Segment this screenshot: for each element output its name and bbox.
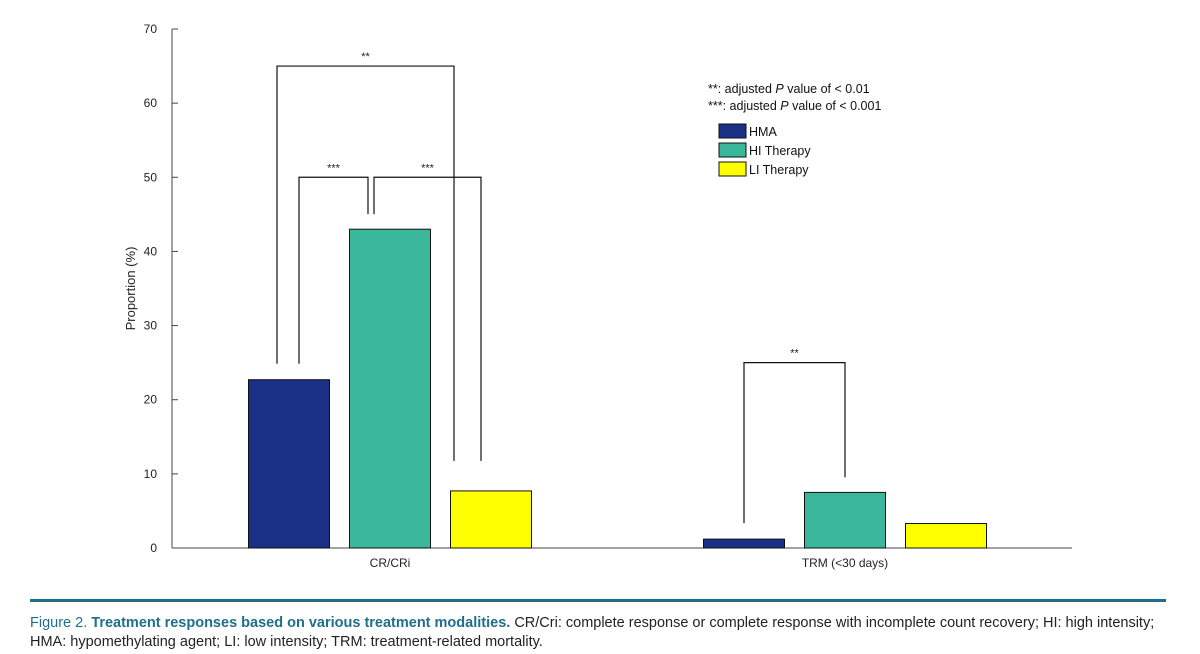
figure-title: Treatment responses based on various tre…: [91, 615, 511, 631]
significance-bracket: [298, 176, 369, 364]
y-tick-label: 0: [150, 541, 157, 555]
x-category-label: CR/CRi: [370, 556, 411, 570]
significance-label: ***: [421, 162, 435, 174]
legend-swatch-hi-therapy: [718, 142, 747, 158]
figure-caption-text: CR/Cri: complete response or complete re…: [30, 615, 1155, 650]
legend-label: HI Therapy: [749, 144, 811, 158]
y-tick-label: 70: [144, 22, 158, 36]
figure-label: Figure 2.: [30, 615, 88, 631]
bar-hma-trm: [703, 538, 785, 549]
significance-label: ***: [327, 162, 341, 174]
caption-rule: [30, 599, 1166, 602]
y-tick-label: 30: [144, 319, 158, 333]
bars: [248, 228, 987, 549]
legend-label: HMA: [749, 125, 777, 139]
significance-label: **: [790, 348, 799, 360]
legend-swatch-li-therapy: [718, 161, 747, 177]
bar-hma-cr-cri: [248, 379, 330, 549]
x-axis: CR/CRi TRM (<30 days): [172, 547, 1072, 570]
significance-note: **: adjusted P value of < 0.01: [708, 82, 870, 96]
significance-bracket: [743, 362, 846, 524]
legend-swatch-hma: [718, 123, 747, 139]
significance-brackets: ***** *****: [276, 51, 846, 524]
legend-label: LI Therapy: [749, 163, 809, 177]
x-category-label: TRM (<30 days): [802, 556, 888, 570]
bar-chart: 0 10 20 30 40 50 60 70 Proportion (%) CR/CRi TRM …: [123, 22, 1072, 570]
y-tick-label: 10: [144, 467, 158, 481]
significance-bracket: [276, 65, 455, 461]
bar-li-therapy-cr-cri: [450, 490, 532, 549]
y-axis-title: Proportion (%): [123, 247, 138, 331]
figure-caption: Figure 2. Treatment responses based on v…: [30, 614, 1170, 652]
bar-li-therapy-trm: [905, 523, 987, 549]
y-axis: 0 10 20 30 40 50 60 70 Proportion (%): [123, 22, 178, 555]
y-tick-label: 60: [144, 96, 158, 110]
y-tick-label: 50: [144, 170, 158, 184]
y-tick-label: 40: [144, 244, 158, 258]
significance-label: **: [361, 51, 370, 63]
significance-bracket: [373, 176, 482, 461]
significance-notes: **: adjusted P value of < 0.01 ***: adjus…: [708, 82, 881, 113]
bar-hi-therapy-cr-cri: [349, 228, 431, 549]
y-tick-label: 20: [144, 393, 158, 407]
bar-hi-therapy-trm: [804, 491, 886, 549]
significance-note: ***: adjusted P value of < 0.001: [708, 99, 881, 113]
legend: HMA HI Therapy LI Therapy: [718, 123, 811, 177]
